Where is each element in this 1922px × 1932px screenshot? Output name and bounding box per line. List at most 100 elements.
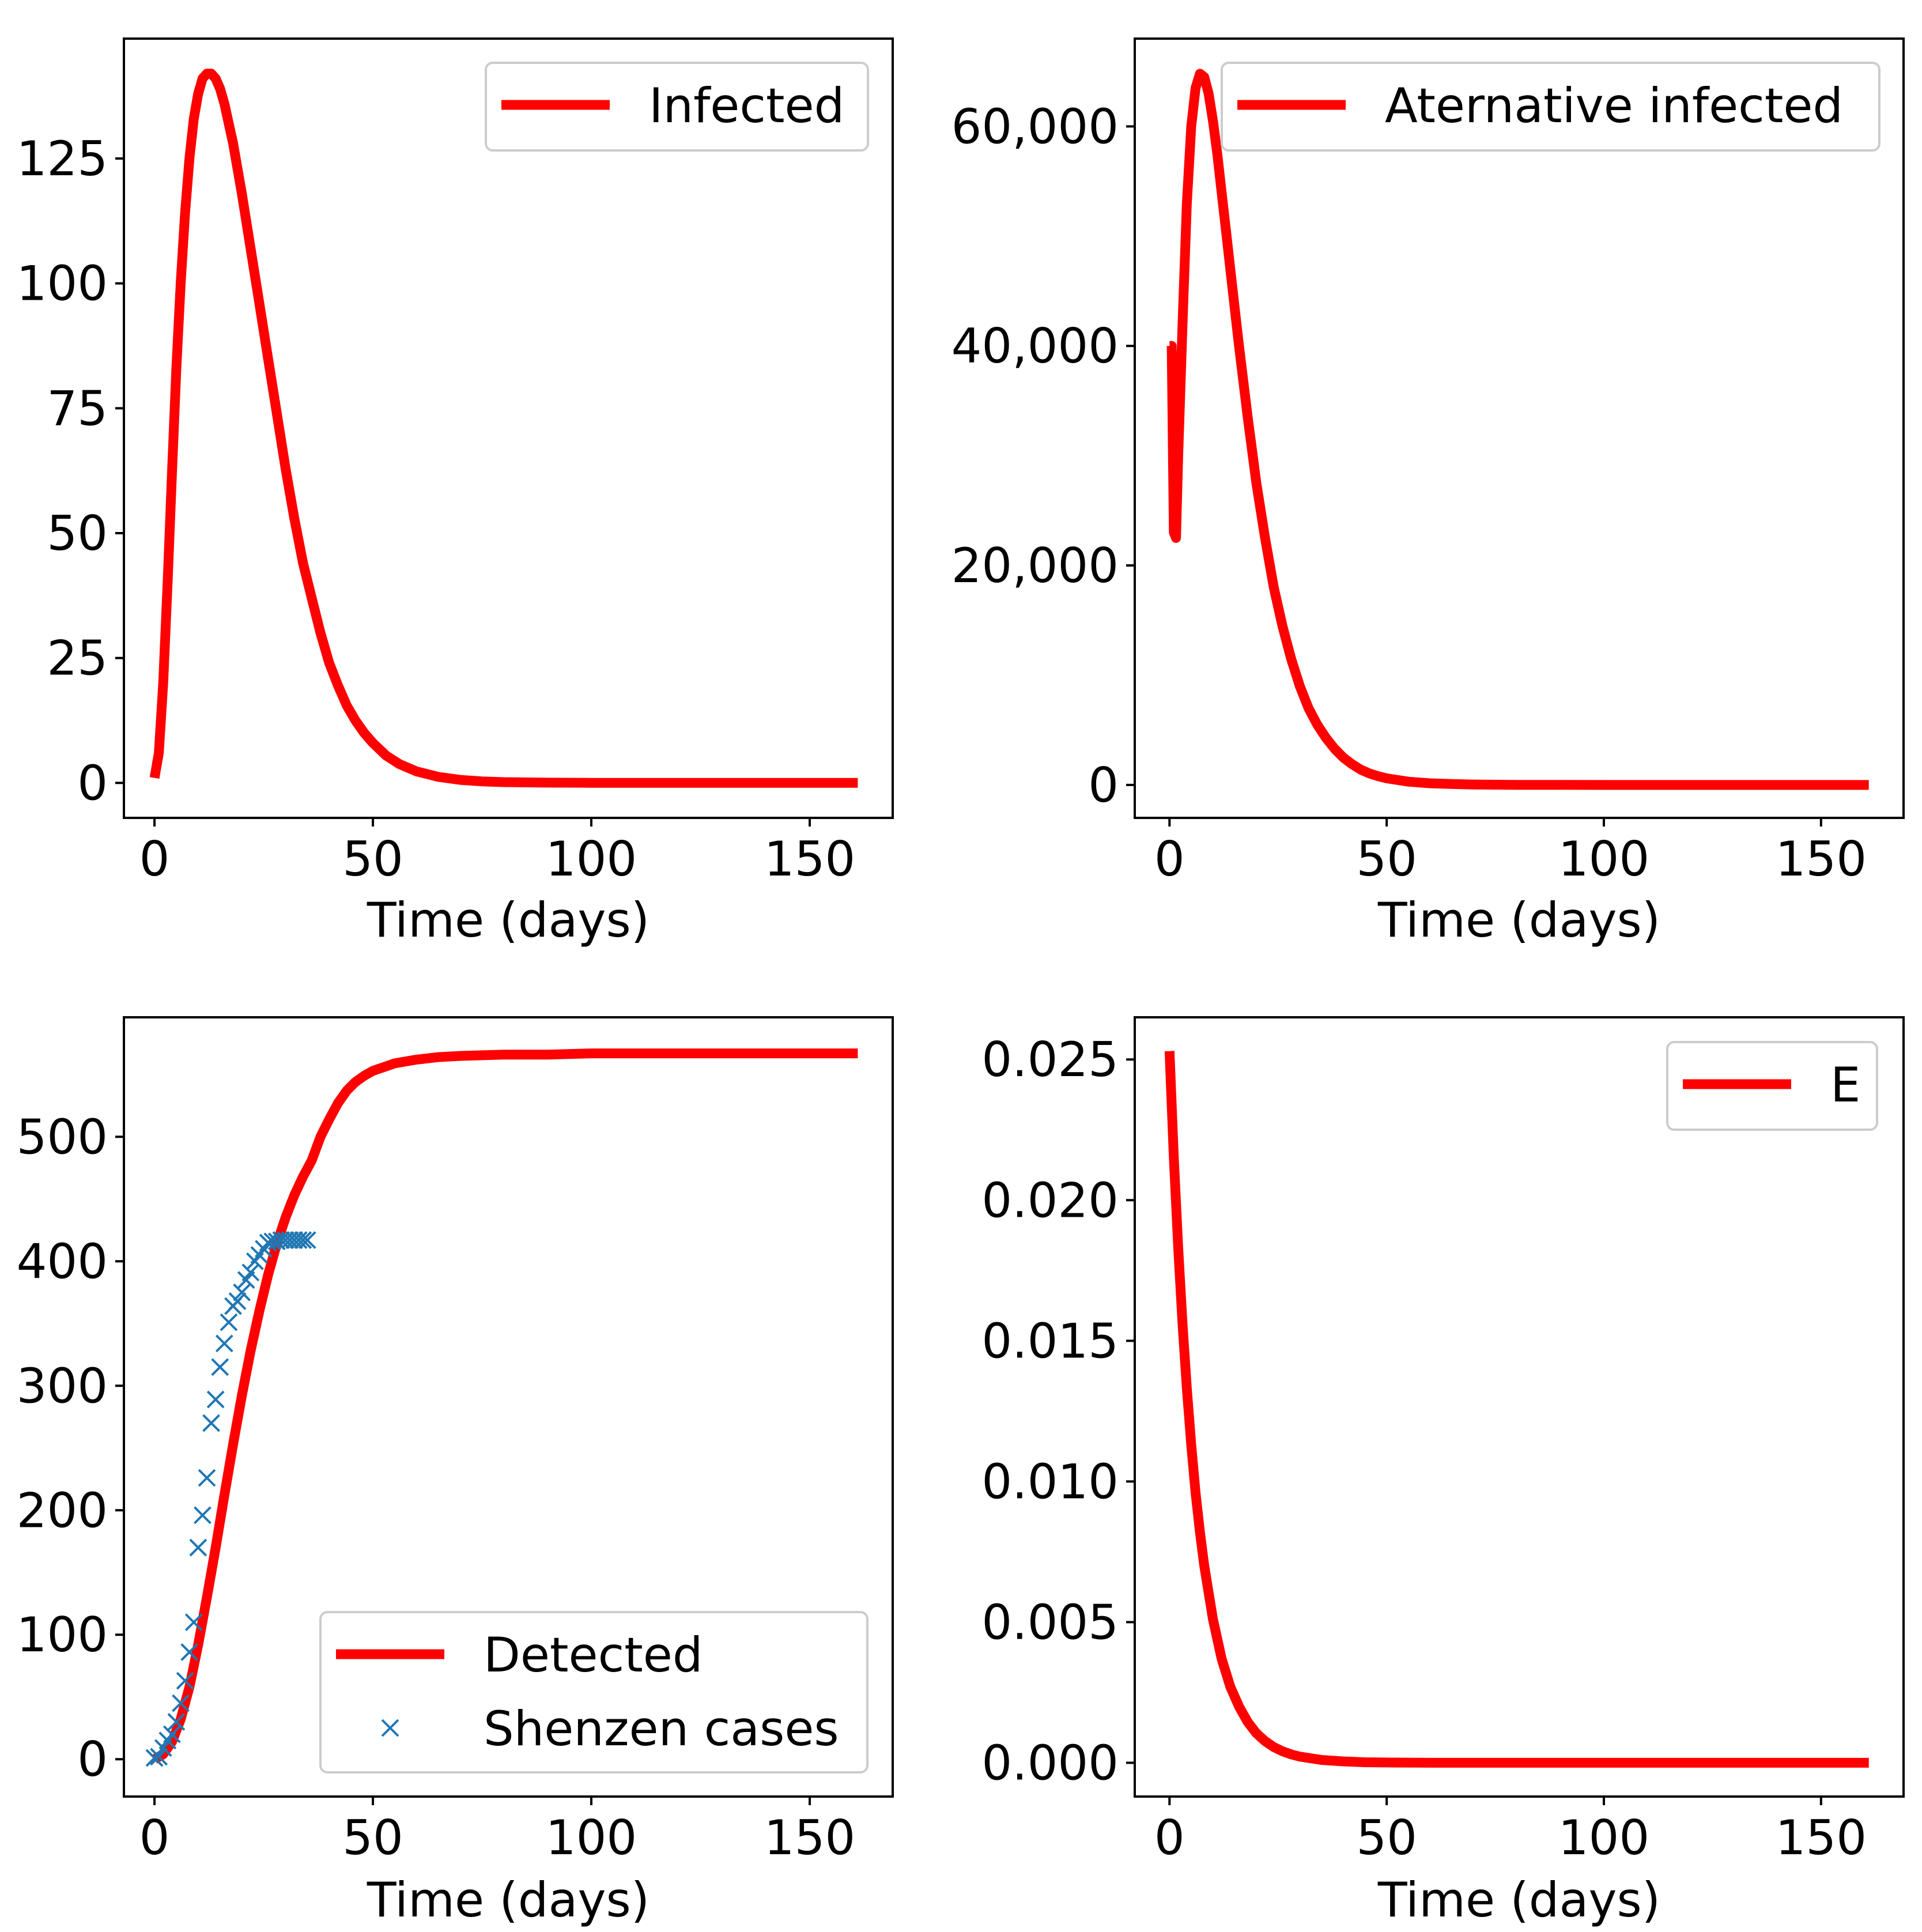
y-tick-label: 100 (17, 1607, 108, 1663)
x-tick-label: 50 (1356, 831, 1417, 887)
data-point-marker (189, 1538, 207, 1557)
chart-marker-layer (145, 1231, 316, 1767)
data-point-marker (294, 1231, 312, 1250)
legend: Detected Shenzen cases (319, 1611, 869, 1773)
data-point-marker (228, 1292, 247, 1310)
x-tick-label: 150 (764, 1810, 855, 1866)
legend-label: E (1830, 1057, 1860, 1113)
legend-marker-swatch (381, 1719, 399, 1737)
data-point-marker (272, 1231, 290, 1250)
data-point-marker (184, 1613, 203, 1632)
data-point-marker (298, 1231, 316, 1250)
data-point-marker (198, 1469, 216, 1487)
series-line-aternative-infected (1166, 69, 1869, 790)
data-point-marker (211, 1358, 229, 1376)
legend-frame (485, 62, 869, 152)
y-ticks: 0 100 200 300 400 500 (17, 1109, 124, 1787)
y-tick-label: 25 (47, 631, 108, 686)
data-point-marker (202, 1414, 221, 1432)
legend-label: Shenzen cases (484, 1701, 839, 1757)
chart-line-layer (1166, 69, 1869, 790)
legend: Infected (485, 62, 869, 152)
x-tick-label: 150 (1776, 1810, 1867, 1866)
x-tick-label: 100 (1558, 1810, 1649, 1866)
data-point-marker (180, 1643, 199, 1661)
x-ticks: 0 50 100 150 (139, 1797, 855, 1866)
data-point-marker (241, 1263, 260, 1282)
data-point-marker (233, 1283, 251, 1301)
chart-line-layer (152, 1048, 858, 1764)
series-line-e (1164, 1051, 1869, 1768)
x-tick-label: 150 (764, 831, 855, 887)
y-ticks: 0.000 0.005 0.010 0.015 0.020 0.025 (981, 1032, 1135, 1791)
plot-frame (1134, 1016, 1905, 1798)
y-tick-label: 0.010 (981, 1454, 1119, 1510)
y-tick-label: 40,000 (951, 318, 1119, 374)
y-tick-label: 200 (17, 1482, 108, 1538)
y-tick-label: 0.005 (981, 1594, 1119, 1650)
x-ticks: 0 50 100 150 (139, 818, 855, 887)
x-tick-label: 0 (139, 831, 170, 887)
x-tick-label: 100 (546, 831, 637, 887)
chart-panel-bottom-right: 0 50 100 150 0.000 0.005 0.010 0.015 0.020 0.025… (981, 1016, 1905, 1928)
x-tick-label: 0 (1154, 1810, 1185, 1866)
series-line-infected (149, 69, 858, 788)
x-axis-label: Time (days) (367, 1872, 650, 1928)
y-tick-label: 0.020 (981, 1172, 1119, 1228)
y-tick-label: 0 (1088, 757, 1119, 813)
data-point-marker (281, 1231, 299, 1250)
plot-frame (1134, 37, 1905, 819)
data-point-marker (176, 1671, 194, 1690)
data-point-marker (150, 1748, 168, 1766)
y-tick-label: 20,000 (951, 538, 1119, 594)
legend-label: Detected (484, 1627, 703, 1683)
x-tick-label: 0 (1154, 831, 1185, 887)
data-point-marker (220, 1313, 238, 1331)
x-axis-label: Time (days) (1377, 892, 1660, 948)
x-tick-label: 50 (342, 1810, 403, 1866)
x-tick-label: 50 (1356, 1810, 1417, 1866)
plot-frame (123, 37, 894, 819)
legend-label: Infected (649, 78, 844, 134)
y-tick-label: 0.025 (981, 1032, 1119, 1088)
y-tick-label: 0.000 (981, 1735, 1119, 1791)
series-line-detected (152, 1048, 858, 1764)
y-tick-label: 0.015 (981, 1313, 1119, 1369)
y-tick-label: 0 (77, 1731, 108, 1787)
y-tick-label: 125 (17, 131, 108, 187)
y-tick-label: 60,000 (951, 99, 1119, 154)
y-tick-label: 0 (77, 755, 108, 811)
x-tick-label: 150 (1776, 831, 1867, 887)
y-tick-label: 300 (17, 1358, 108, 1414)
x-tick-label: 0 (139, 1810, 170, 1866)
x-tick-label: 100 (1558, 831, 1649, 887)
data-point-marker (277, 1231, 294, 1250)
legend-frame (319, 1611, 869, 1773)
data-point-marker (206, 1390, 225, 1409)
x-axis-label: Time (days) (1377, 1872, 1660, 1928)
data-point-marker (163, 1725, 181, 1744)
legend: E (1666, 1041, 1878, 1131)
x-tick-label: 50 (342, 831, 403, 887)
data-point-marker (172, 1694, 190, 1712)
y-tick-label: 50 (47, 505, 108, 561)
y-ticks: 0 25 50 75 100 125 (17, 131, 124, 811)
chart-panel-top-left: 0 50 100 150 0 25 50 75 100 125 Time (days) Infe… (17, 37, 894, 948)
data-point-marker (289, 1231, 308, 1250)
x-ticks: 0 50 100 150 (1154, 818, 1867, 887)
data-point-marker (194, 1506, 212, 1525)
legend-label: Aternative infected (1385, 78, 1843, 134)
chart-line-layer (149, 69, 858, 788)
y-tick-label: 75 (47, 380, 108, 436)
data-point-marker (167, 1713, 186, 1731)
chart-panel-top-right: 0 50 100 150 0 20,000 40,000 60,000 Time (days… (951, 37, 1905, 948)
data-point-marker (215, 1334, 233, 1353)
y-tick-label: 400 (17, 1233, 108, 1289)
x-axis-label: Time (days) (367, 892, 650, 948)
y-tick-label: 100 (17, 256, 108, 312)
legend: Aternative infected (1221, 62, 1881, 152)
data-point-marker (285, 1231, 304, 1250)
legend-frame (1221, 62, 1881, 152)
plot-frame (123, 1016, 894, 1798)
